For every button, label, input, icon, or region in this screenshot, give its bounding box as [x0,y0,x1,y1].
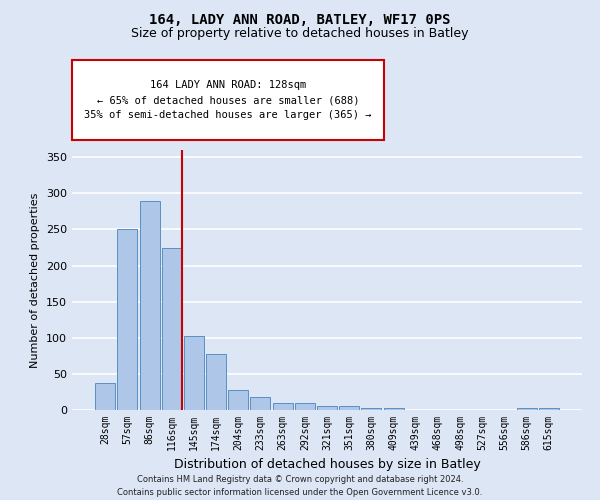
Bar [272,403,293,410]
Text: Contains public sector information licensed under the Open Government Licence v3: Contains public sector information licen… [118,488,482,497]
Text: Size of property relative to detached houses in Batley: Size of property relative to detached ho… [131,28,469,40]
X-axis label: Distribution of detached houses by size in Batley: Distribution of detached houses by size … [173,458,481,471]
Bar [383,408,404,410]
Text: 164 LADY ANN ROAD: 128sqm
← 65% of detached houses are smaller (688)
35% of semi: 164 LADY ANN ROAD: 128sqm ← 65% of detac… [84,80,372,120]
Text: 164, LADY ANN ROAD, BATLEY, WF17 0PS: 164, LADY ANN ROAD, BATLEY, WF17 0PS [149,12,451,26]
Bar [95,382,115,410]
Bar [162,248,182,410]
Bar [517,408,536,410]
Bar [317,406,337,410]
Bar [539,408,559,410]
Bar [118,230,137,410]
Bar [339,406,359,410]
Y-axis label: Number of detached properties: Number of detached properties [31,192,40,368]
Bar [184,336,204,410]
Bar [361,408,382,410]
Bar [140,200,160,410]
Bar [295,403,315,410]
Text: Contains HM Land Registry data © Crown copyright and database right 2024.: Contains HM Land Registry data © Crown c… [137,476,463,484]
Bar [206,354,226,410]
Bar [228,390,248,410]
Bar [250,397,271,410]
